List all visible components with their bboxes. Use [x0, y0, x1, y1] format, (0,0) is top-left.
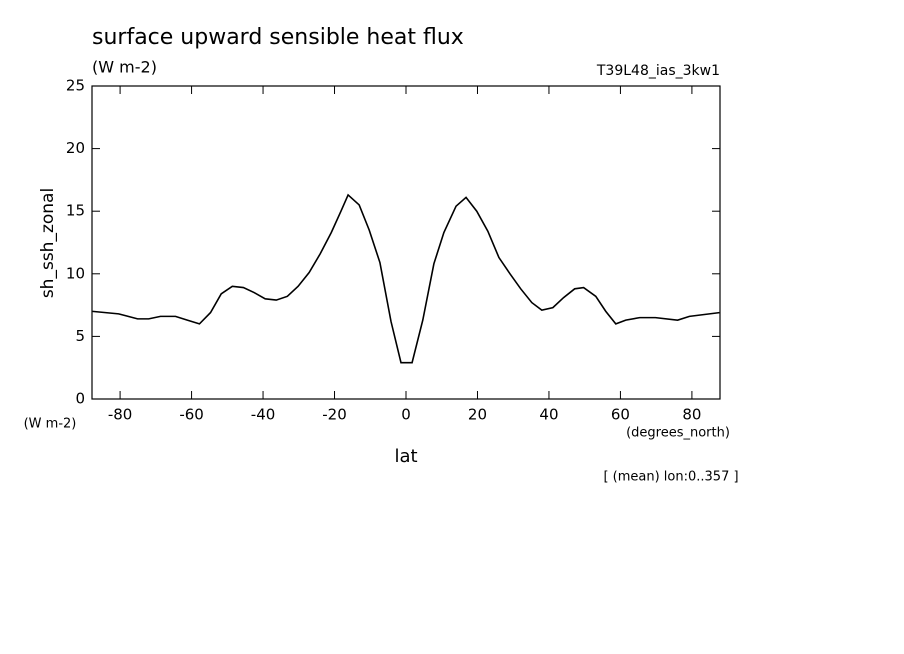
- y-tick-label: 0: [75, 390, 85, 408]
- x-tick-label: -60: [179, 406, 204, 424]
- x-tick-label: 60: [611, 406, 630, 424]
- x-tick-label: -20: [322, 406, 347, 424]
- y-tick-label: 20: [66, 139, 85, 157]
- x-axis-label: lat: [394, 446, 417, 467]
- x-tick-label: -40: [251, 406, 276, 424]
- y-tick-label: 10: [66, 264, 85, 282]
- y-tick-label: 25: [66, 77, 85, 95]
- units: (W m-2): [92, 58, 157, 77]
- y-tick-label: 5: [75, 327, 85, 345]
- experiment: T39L48_ias_3kw1: [596, 63, 720, 79]
- x-tick-label: 40: [539, 406, 558, 424]
- note: [ (mean) lon:0..357 ]: [603, 470, 738, 485]
- x-tick-label: 0: [401, 406, 411, 424]
- x-tick-label: 80: [682, 406, 701, 424]
- y-tick-label: 15: [66, 202, 85, 220]
- chart-title: surface upward sensible heat flux: [92, 25, 464, 50]
- data-line: [92, 193, 720, 364]
- y-units: (W m-2): [24, 417, 77, 432]
- x-tick-label: -80: [108, 406, 133, 424]
- y-axis-label: sh_ssh_zonal: [38, 188, 58, 298]
- x-tick-label: 20: [468, 406, 487, 424]
- plot-frame: [91, 85, 721, 400]
- x-units: (degrees_north): [626, 426, 730, 441]
